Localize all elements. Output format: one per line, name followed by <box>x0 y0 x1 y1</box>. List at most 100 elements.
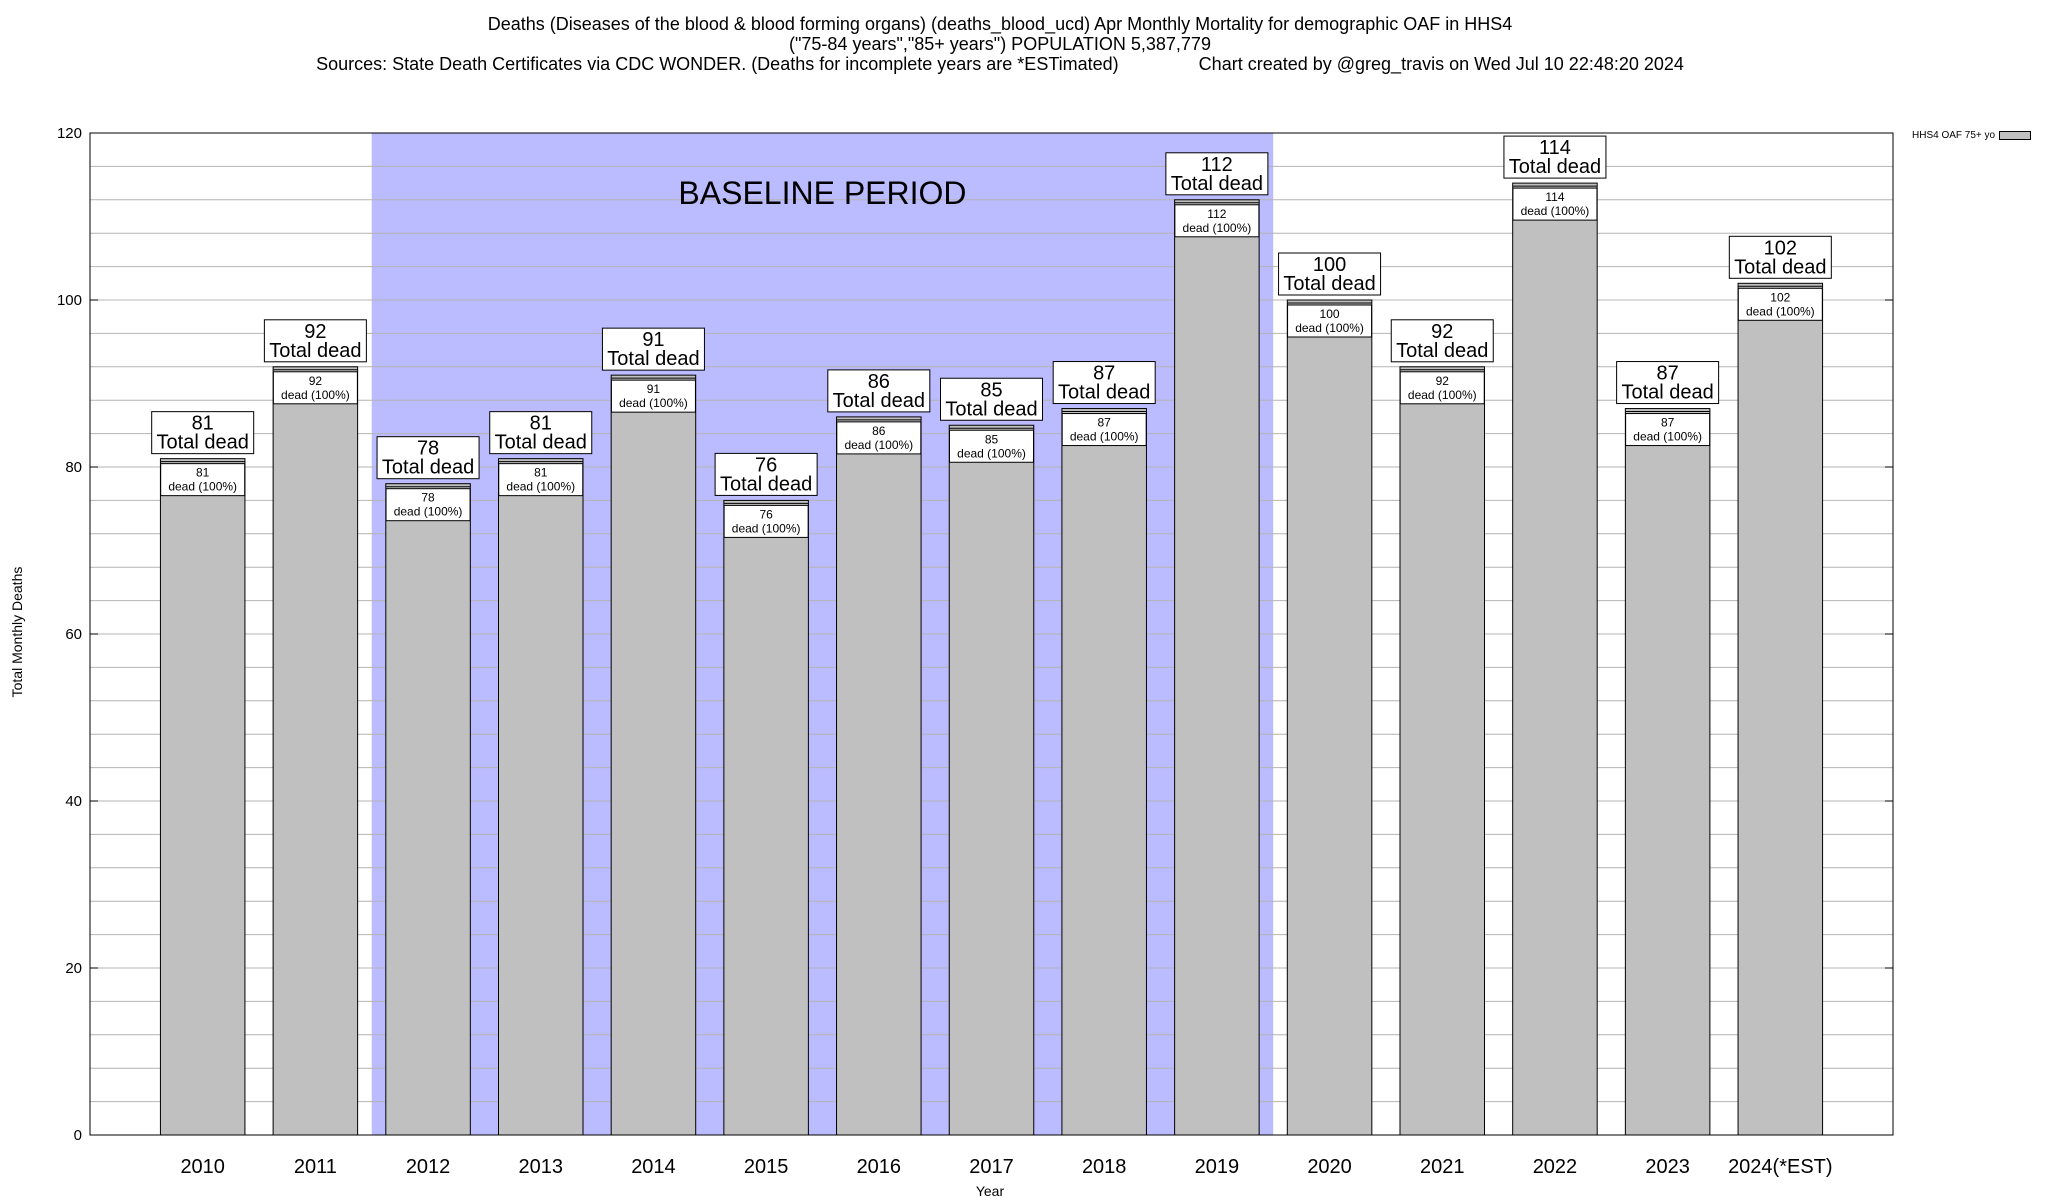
inner-label-box <box>1399 371 1485 405</box>
inner-label-box <box>836 421 922 455</box>
inner-label-box <box>610 379 696 413</box>
inner-label-value: 86 <box>872 424 886 438</box>
inner-label-box <box>1174 204 1260 238</box>
inner-label-box <box>160 463 246 497</box>
bar <box>1174 199 1260 1136</box>
inner-label-value: 91 <box>647 382 661 396</box>
bar <box>1737 282 1824 1136</box>
total-label-text: Total dead <box>1509 156 1601 178</box>
total-label-box <box>940 377 1043 421</box>
x-tick-label: 2020 <box>1307 1156 1352 1178</box>
inner-label-box <box>1737 287 1823 321</box>
baseline-period-label: BASELINE PERIOD <box>678 175 966 211</box>
total-label-text: Total dead <box>269 340 361 362</box>
total-label-text: Total dead <box>1396 340 1488 362</box>
bar <box>948 424 1035 1136</box>
x-tick-label: 2014 <box>631 1156 676 1178</box>
total-label-box <box>714 452 818 496</box>
total-label-box <box>151 411 255 455</box>
x-tick-label: 2015 <box>744 1156 789 1178</box>
total-label-text: Total dead <box>945 398 1037 420</box>
y-axis-label: Total Monthly Deaths <box>9 566 25 698</box>
inner-label-value: 114 <box>1545 190 1564 204</box>
x-tick-label: 2018 <box>1082 1156 1127 1178</box>
inner-label-box <box>1625 413 1711 447</box>
total-label-box <box>1052 361 1156 405</box>
bar <box>610 374 697 1136</box>
inner-label-text: dead (100%) <box>1183 221 1252 235</box>
total-label-value: 86 <box>868 371 890 393</box>
total-label-value: 114 <box>1539 137 1571 159</box>
x-tick-label: 2011 <box>294 1156 337 1178</box>
total-label-text: Total dead <box>495 432 587 454</box>
total-label-value: 76 <box>755 454 777 476</box>
inner-label-text: dead (100%) <box>281 388 350 402</box>
inner-label-value: 85 <box>985 432 999 446</box>
bar <box>836 416 922 1136</box>
inner-label-value: 81 <box>196 466 210 480</box>
inner-label-text: dead (100%) <box>1521 204 1590 218</box>
total-label-value: 78 <box>417 438 439 460</box>
total-label-text: Total dead <box>1734 256 1826 278</box>
chart-title: Deaths (Diseases of the blood & blood fo… <box>0 14 2000 74</box>
total-label-value: 81 <box>530 413 552 435</box>
y-tick-label: 60 <box>65 626 82 643</box>
total-label-value: 91 <box>642 329 664 351</box>
x-tick-label: 2024(*EST) <box>1728 1156 1833 1178</box>
y-tick-label: 80 <box>65 459 82 476</box>
legend-series-label: HHS4 OAF 75+ yo <box>1912 130 1996 141</box>
y-tick-label: 120 <box>57 125 82 142</box>
total-label-value: 112 <box>1201 154 1233 176</box>
y-tick-label: 100 <box>57 292 82 309</box>
inner-label-box <box>723 504 809 538</box>
bar <box>1061 408 1147 1136</box>
y-axis-label-wrap: Total Monthly Deaths <box>8 0 26 1200</box>
inner-label-box <box>949 429 1034 463</box>
x-axis-label: Year <box>975 1183 1005 1199</box>
total-label-box <box>489 411 593 455</box>
total-label-box <box>263 319 367 363</box>
total-label-value: 100 <box>1313 254 1346 276</box>
total-label-text: Total dead <box>607 348 699 370</box>
y-tick-label: 20 <box>65 960 82 977</box>
bar <box>1399 366 1486 1136</box>
total-label-value: 81 <box>192 413 214 435</box>
total-label-text: Total dead <box>720 473 812 495</box>
total-label-box <box>601 327 705 371</box>
total-label-box <box>1165 152 1269 196</box>
total-label-value: 87 <box>1657 363 1679 385</box>
total-label-box <box>1728 235 1832 279</box>
total-label-text: Total dead <box>1283 273 1375 295</box>
x-tick-label: 2022 <box>1533 1156 1578 1178</box>
x-tick-label: 2016 <box>857 1156 902 1178</box>
inner-label-text: dead (100%) <box>1295 321 1364 335</box>
total-label-text: Total dead <box>1621 382 1713 404</box>
x-tick-label: 2023 <box>1645 1156 1690 1178</box>
bar <box>272 366 359 1136</box>
x-tick-label: 2017 <box>969 1156 1014 1178</box>
inner-label-text: dead (100%) <box>732 521 801 535</box>
title-line-1: Deaths (Diseases of the blood & blood fo… <box>487 14 1513 34</box>
x-tick-label: 2013 <box>519 1156 564 1178</box>
inner-label-box <box>1287 304 1373 338</box>
title-line-2: ("75-84 years","85+ years") POPULATION 5… <box>789 34 1211 54</box>
inner-label-value: 102 <box>1770 290 1790 304</box>
x-tick-label: 2021 <box>1420 1156 1465 1178</box>
inner-label-text: dead (100%) <box>1070 430 1139 444</box>
bar <box>1624 408 1711 1136</box>
inner-label-value: 100 <box>1320 307 1340 321</box>
inner-label-box <box>1512 187 1598 221</box>
inner-label-text: dead (100%) <box>1633 430 1702 444</box>
x-tick-label: 2012 <box>406 1156 451 1178</box>
total-label-text: Total dead <box>1171 173 1263 195</box>
bar <box>1512 182 1598 1136</box>
total-label-value: 92 <box>1431 321 1453 343</box>
inner-label-value: 92 <box>309 374 323 388</box>
bar <box>159 458 246 1136</box>
inner-label-value: 87 <box>1661 416 1675 430</box>
bar <box>385 483 471 1136</box>
total-label-value: 87 <box>1093 363 1115 385</box>
bar <box>723 499 809 1136</box>
bar <box>497 458 584 1136</box>
